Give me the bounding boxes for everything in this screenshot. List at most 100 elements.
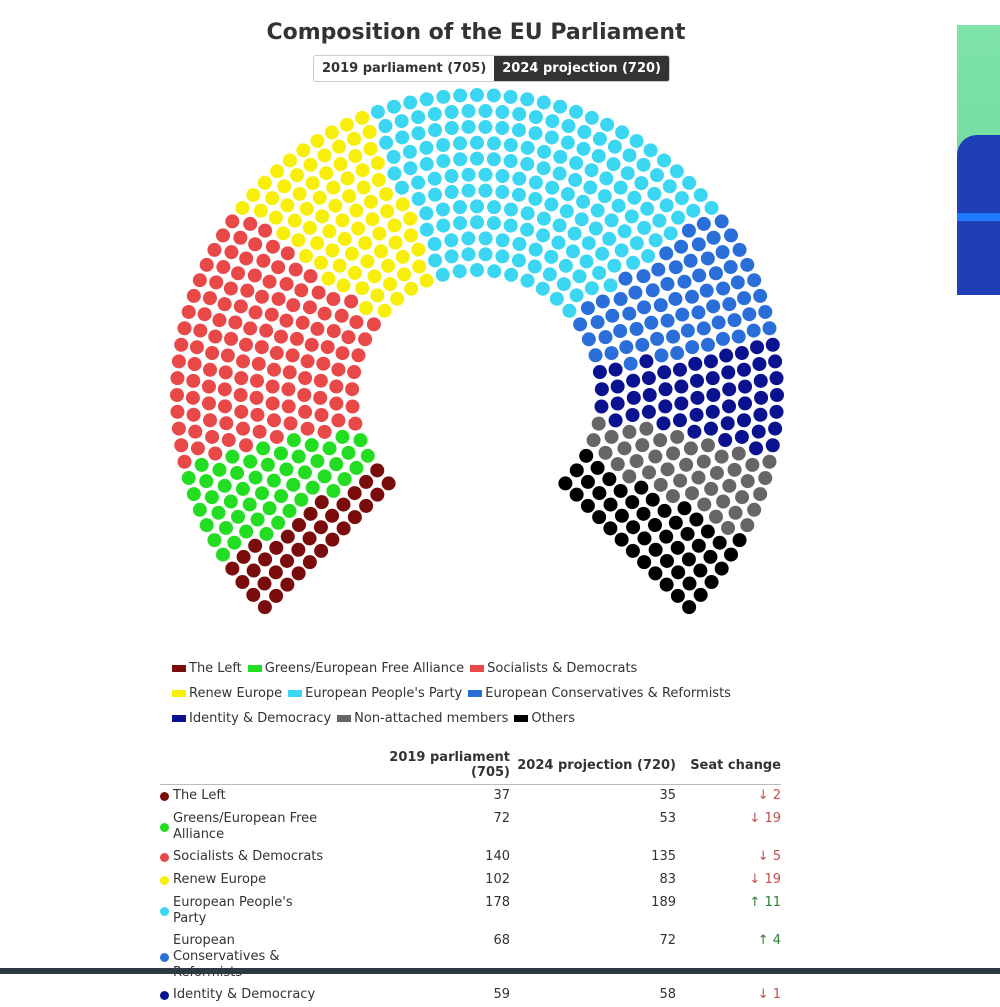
seat xyxy=(282,153,297,168)
table-row: Identity & Democracy 59 58 ↓ 1 xyxy=(160,984,781,1007)
seat xyxy=(282,365,297,380)
seat xyxy=(344,246,359,261)
seat xyxy=(579,448,594,463)
seat xyxy=(576,194,591,209)
seat xyxy=(314,495,329,510)
seat xyxy=(342,189,357,204)
seat xyxy=(680,526,695,541)
legend-swatch xyxy=(172,665,186,672)
seat xyxy=(329,379,344,394)
seat xyxy=(395,249,410,264)
seat xyxy=(188,424,203,439)
side-ad-image xyxy=(957,25,1000,295)
seat xyxy=(731,446,746,461)
seat xyxy=(714,449,729,464)
seat xyxy=(753,288,768,303)
seat xyxy=(291,542,306,557)
seat-count: 53 xyxy=(659,811,676,826)
seat xyxy=(668,515,683,530)
seat xyxy=(527,259,542,274)
seat xyxy=(689,373,704,388)
seat xyxy=(209,275,224,290)
seat xyxy=(286,477,301,492)
seat xyxy=(395,197,410,212)
seat xyxy=(727,313,742,328)
seat xyxy=(551,235,566,250)
seat xyxy=(769,404,784,419)
seat-count: 59 xyxy=(493,987,510,1002)
seat xyxy=(288,262,303,277)
seat xyxy=(351,348,366,363)
seat xyxy=(344,294,359,309)
seat xyxy=(758,304,773,319)
seat xyxy=(637,300,652,315)
seat xyxy=(623,356,638,371)
tab[interactable]: 2019 parliament (705) xyxy=(314,56,495,81)
seat xyxy=(470,263,484,277)
seat xyxy=(383,277,398,292)
seat xyxy=(715,245,730,260)
seat xyxy=(234,404,249,419)
seat xyxy=(201,379,216,394)
legend-label: European Conservatives & Reformists xyxy=(485,686,731,701)
seat xyxy=(603,278,618,293)
name-cell: European People's Party xyxy=(160,892,350,930)
seat xyxy=(365,212,380,227)
seat xyxy=(552,218,567,233)
seat-count: 58 xyxy=(659,987,676,1002)
seat xyxy=(641,404,656,419)
seat xyxy=(649,168,664,183)
seat xyxy=(768,421,783,436)
seat xyxy=(273,446,288,461)
name-cell: The Left xyxy=(160,785,350,809)
name: Greens/European Free Alliance xyxy=(160,811,325,843)
seat xyxy=(552,166,567,181)
seat xyxy=(560,135,575,150)
seat xyxy=(504,267,519,282)
seat xyxy=(753,373,768,388)
seat xyxy=(292,186,307,201)
seat xyxy=(228,315,243,330)
seat xyxy=(435,202,450,217)
seat xyxy=(411,126,426,141)
seat xyxy=(722,297,737,312)
page: Composition of the EU Parliament 2019 pa… xyxy=(0,20,1000,1002)
seat xyxy=(536,95,551,110)
seat xyxy=(662,179,677,194)
seat xyxy=(682,175,697,190)
seat xyxy=(511,123,526,138)
seat xyxy=(216,260,231,275)
seat xyxy=(732,533,747,548)
legend-swatch xyxy=(468,690,483,697)
seat xyxy=(267,362,282,377)
tab[interactable]: 2024 projection (720) xyxy=(494,56,670,81)
seat xyxy=(177,321,192,336)
seat xyxy=(712,535,727,550)
seat xyxy=(613,324,628,339)
seat xyxy=(700,438,715,453)
seat xyxy=(280,577,295,592)
seat xyxy=(218,520,233,535)
seat xyxy=(770,388,784,402)
seat xyxy=(629,133,644,148)
seat xyxy=(603,521,618,536)
seat xyxy=(403,95,418,110)
seat xyxy=(535,281,550,296)
seat xyxy=(223,494,238,509)
seat xyxy=(528,175,543,190)
seat xyxy=(528,126,543,141)
legend-swatch xyxy=(470,665,485,672)
seat xyxy=(626,373,641,388)
seat xyxy=(583,180,598,195)
seat xyxy=(722,478,737,493)
seat xyxy=(225,214,240,229)
seat xyxy=(347,486,362,501)
party-name: Socialists & Democrats xyxy=(173,849,324,864)
seat xyxy=(453,136,468,151)
seat xyxy=(487,264,502,279)
seat xyxy=(495,121,510,136)
seat xyxy=(591,416,606,431)
seat-count: 189 xyxy=(651,895,676,910)
seat xyxy=(291,518,306,533)
seat xyxy=(699,283,714,298)
